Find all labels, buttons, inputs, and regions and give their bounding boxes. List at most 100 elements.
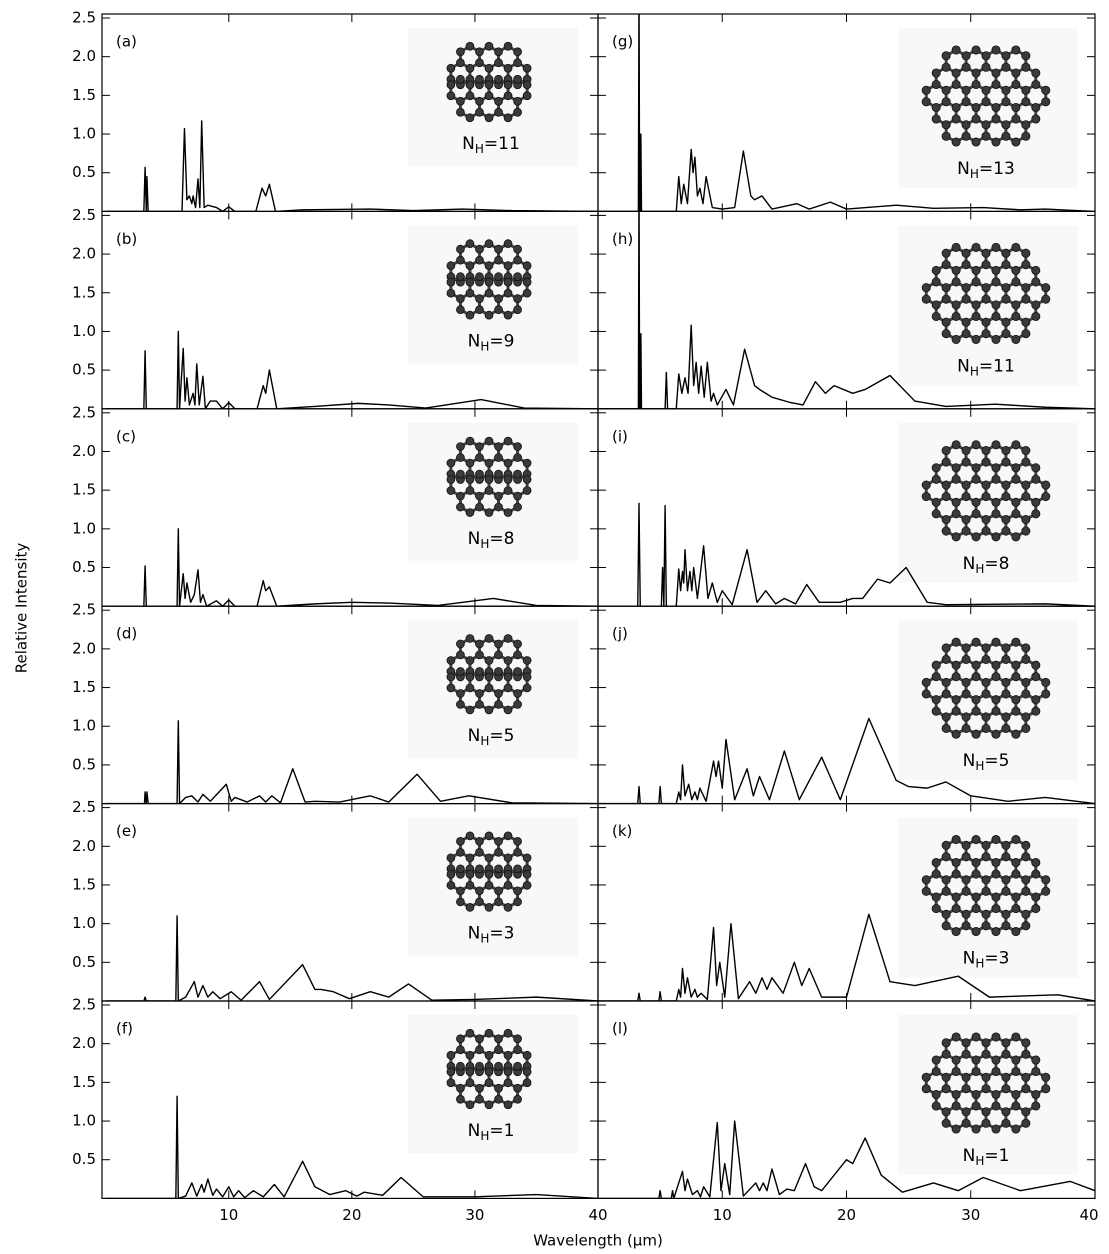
atom: [982, 922, 990, 930]
y-tick-label: 1.0: [72, 1112, 96, 1130]
atom: [942, 1073, 950, 1081]
atom: [972, 730, 980, 738]
y-axis-title: Relative Intensity: [13, 543, 31, 674]
atom: [1032, 266, 1040, 274]
atom: [922, 1085, 930, 1093]
atom: [466, 92, 474, 100]
atom: [1002, 261, 1010, 269]
atom: [1002, 655, 1010, 663]
atom: [962, 295, 970, 303]
atom: [466, 673, 474, 681]
y-tick-label: 1.0: [72, 322, 96, 340]
atom: [942, 492, 950, 500]
atom: [1032, 1102, 1040, 1110]
atom: [972, 278, 980, 286]
atom: [476, 295, 484, 303]
atom: [942, 330, 950, 338]
atom: [992, 904, 1000, 912]
atom: [1002, 922, 1010, 930]
atom: [476, 306, 484, 314]
atom: [495, 700, 503, 708]
atom: [972, 1125, 980, 1133]
atom: [962, 446, 970, 454]
atom: [504, 459, 512, 467]
atom: [523, 278, 531, 286]
atom: [952, 661, 960, 669]
atom: [1022, 910, 1030, 918]
atom: [514, 470, 522, 478]
atom: [1012, 1102, 1020, 1110]
atom: [1022, 841, 1030, 849]
inset-label-subscript: H: [970, 167, 979, 181]
atom: [495, 898, 503, 906]
atom: [942, 1108, 950, 1116]
atom: [952, 1056, 960, 1064]
atom: [1012, 893, 1020, 901]
atom: [1012, 707, 1020, 715]
inset-label-value: =9: [489, 331, 514, 351]
atom: [992, 533, 1000, 541]
atom: [1032, 1067, 1040, 1075]
atom: [1012, 638, 1020, 646]
atom: [1022, 887, 1030, 895]
y-tick-label: 2.5: [72, 206, 96, 224]
atom: [1022, 690, 1030, 698]
atom: [992, 115, 1000, 123]
atom: [1022, 121, 1030, 129]
atom: [495, 887, 503, 895]
atom: [485, 278, 493, 286]
panel-label: (c): [116, 427, 136, 445]
atom: [466, 289, 474, 297]
atom: [1002, 713, 1010, 721]
y-tick-label: 2.5: [72, 996, 96, 1014]
atom: [942, 86, 950, 94]
inset-label: NH=5: [963, 751, 1010, 773]
inset-label: NH=3: [963, 949, 1010, 971]
atom: [456, 245, 464, 253]
atom: [1002, 86, 1010, 94]
atom: [1012, 835, 1020, 843]
atom: [942, 261, 950, 269]
atom: [952, 904, 960, 912]
atom: [476, 1035, 484, 1043]
x-tick-label: 30: [961, 1206, 980, 1224]
atom: [476, 108, 484, 116]
atom: [466, 1029, 474, 1037]
atom: [982, 330, 990, 338]
panel-label: (e): [116, 822, 137, 840]
y-tick-label: 2.5: [72, 601, 96, 619]
atom: [504, 673, 512, 681]
atom: [456, 273, 464, 281]
atom: [982, 678, 990, 686]
atom: [476, 700, 484, 708]
atom: [1022, 1050, 1030, 1058]
atom: [952, 103, 960, 111]
inset-label: NH=5: [468, 726, 515, 748]
atom: [456, 75, 464, 83]
atom: [495, 1062, 503, 1070]
atom: [447, 1079, 455, 1087]
inset-label-value: =11: [484, 134, 520, 154]
inset-label: NH=8: [963, 554, 1010, 576]
atom: [1002, 52, 1010, 60]
atom: [962, 655, 970, 663]
atom: [466, 476, 474, 484]
atom: [1032, 904, 1040, 912]
atom: [456, 256, 464, 264]
atom: [1022, 446, 1030, 454]
y-tick-label: 2.0: [72, 442, 96, 460]
inset-label-value: =8: [489, 529, 514, 549]
atom: [1002, 515, 1010, 523]
atom: [456, 59, 464, 67]
atom: [992, 1090, 1000, 1098]
atom: [514, 454, 522, 462]
atom: [1012, 870, 1020, 878]
atom: [1032, 69, 1040, 77]
atom: [952, 638, 960, 646]
atom: [972, 638, 980, 646]
y-tick-label: 0.5: [72, 163, 96, 181]
atom: [952, 927, 960, 935]
inset-label-symbol: N: [468, 924, 481, 944]
panel-label: (b): [116, 230, 137, 248]
atom: [523, 64, 531, 72]
